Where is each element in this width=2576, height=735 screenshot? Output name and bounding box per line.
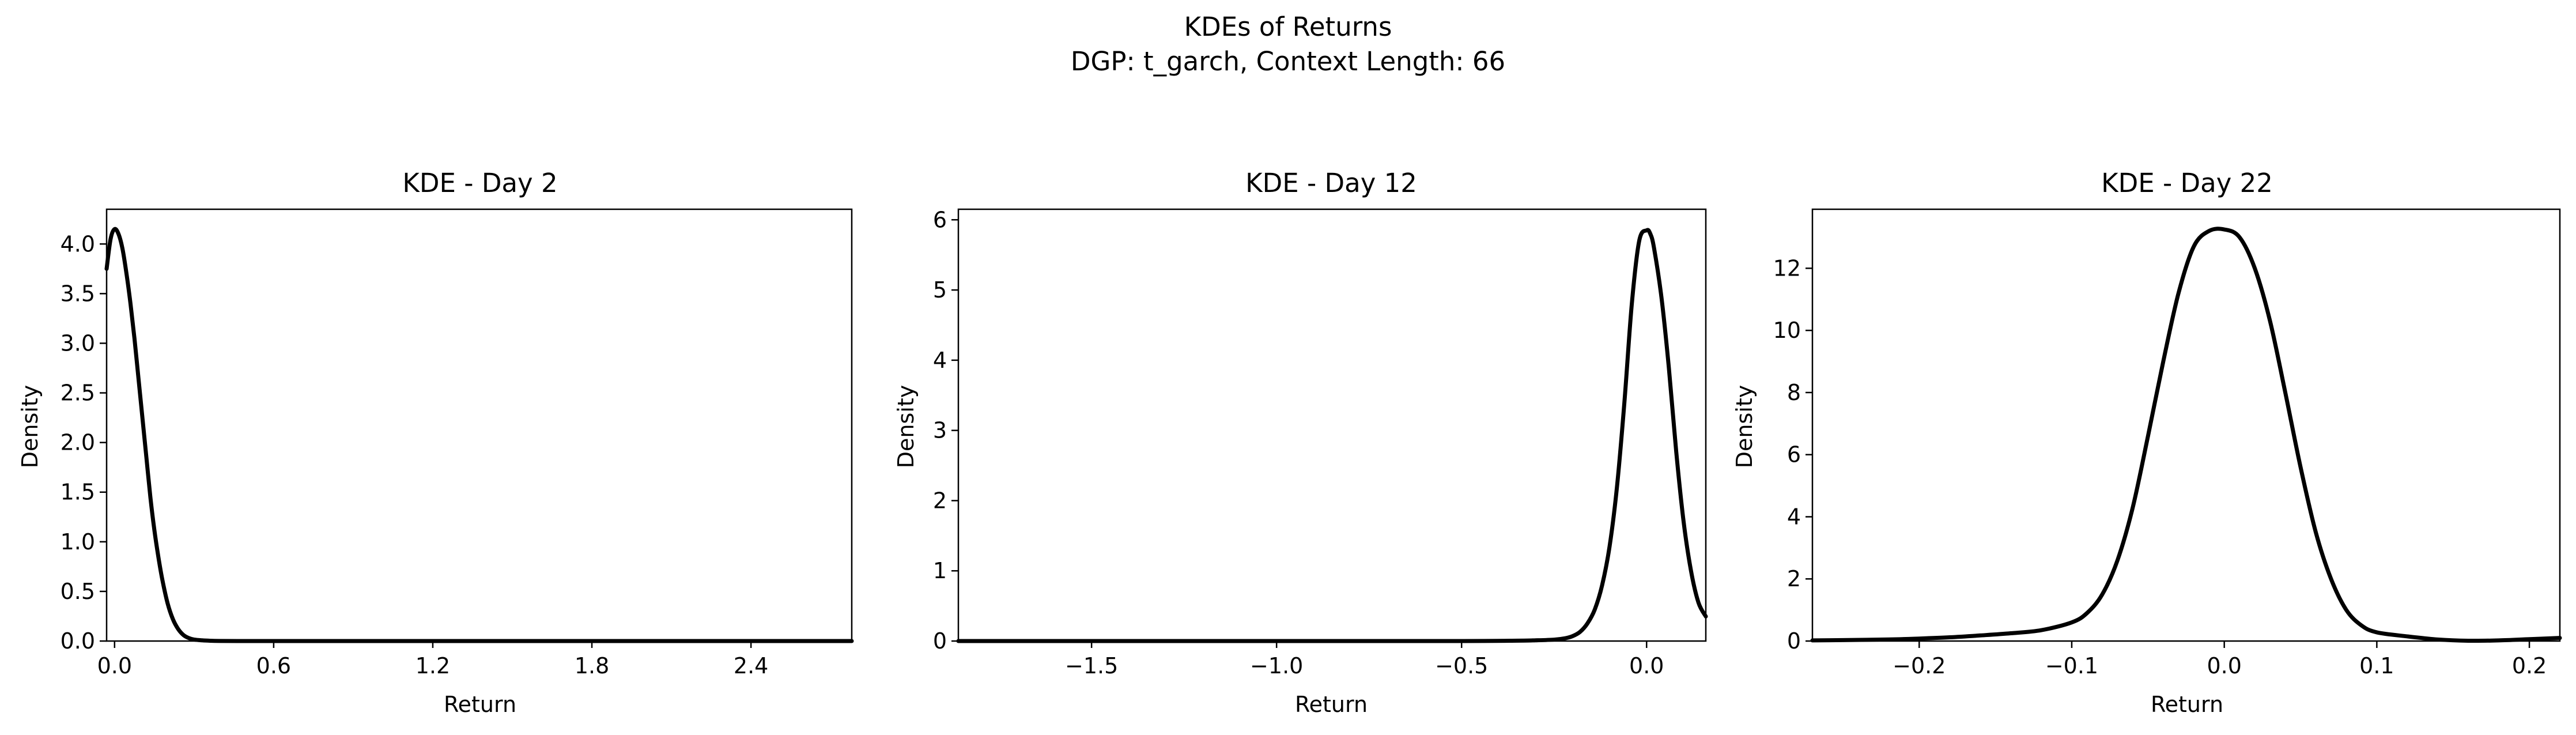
y-tick-label: 2.0 xyxy=(61,430,95,455)
y-tick-label: 4 xyxy=(1787,504,1801,529)
y-tick-label: 1 xyxy=(933,558,947,583)
y-axis-label: Density xyxy=(17,385,43,468)
x-tick-label: −1.5 xyxy=(1065,653,1118,679)
x-axis-label: Return xyxy=(2151,692,2223,717)
y-tick-label: 2.5 xyxy=(61,380,95,406)
y-tick-label: 0 xyxy=(933,628,947,654)
figure-title-line1: KDEs of Returns xyxy=(1184,12,1392,42)
y-tick-label: 0.5 xyxy=(61,579,95,604)
x-tick-label: 2.4 xyxy=(734,653,768,679)
x-tick-label: 0.2 xyxy=(2512,653,2547,679)
figure-title-line2: DGP: t_garch, Context Length: 66 xyxy=(1071,46,1505,77)
y-tick-label: 5 xyxy=(933,277,947,303)
x-tick-label: 1.2 xyxy=(416,653,450,679)
y-tick-label: 4.0 xyxy=(61,231,95,257)
y-tick-label: 8 xyxy=(1787,380,1801,405)
y-tick-label: 2 xyxy=(1787,566,1801,591)
y-axis-label: Density xyxy=(893,385,919,468)
panel-title: KDE - Day 2 xyxy=(402,168,557,198)
x-tick-label: 0.0 xyxy=(2207,653,2241,679)
y-tick-label: 10 xyxy=(1773,318,1801,343)
x-tick-label: −0.2 xyxy=(1893,653,1946,679)
axes-frame xyxy=(957,208,1707,642)
ticks-group: −1.5 −1.0 −0.5 0.0 0 1 2 3 4 5 6 xyxy=(933,207,1664,679)
panel-day-22: KDE - Day 22 Density Return −0.2 −0.1 0.0 0… xyxy=(1732,168,2562,717)
y-tick-label: 1.5 xyxy=(61,480,95,505)
y-tick-label: 3.0 xyxy=(61,330,95,356)
y-tick-label: 3.5 xyxy=(61,281,95,306)
x-tick-label: 0.1 xyxy=(2359,653,2394,679)
y-tick-label: 1.0 xyxy=(61,529,95,555)
y-tick-label: 12 xyxy=(1773,255,1801,281)
x-tick-label: −1.0 xyxy=(1250,653,1303,679)
kde-curve xyxy=(1810,227,2562,643)
panel-title: KDE - Day 22 xyxy=(2101,168,2273,198)
x-axis-label: Return xyxy=(444,692,516,717)
panel-day-2: KDE - Day 2 Density Return 0.0 0.6 1.2 1.8 2… xyxy=(17,168,854,717)
x-tick-label: 0.0 xyxy=(1629,653,1664,679)
panel-day-12: KDE - Day 12 Density Return −1.5 −1.0 −0.5… xyxy=(893,168,1708,717)
y-tick-label: 4 xyxy=(933,348,947,373)
y-tick-label: 0 xyxy=(1787,628,1801,654)
y-tick-label: 3 xyxy=(933,418,947,443)
y-tick-label: 2 xyxy=(933,488,947,513)
y-tick-label: 6 xyxy=(933,207,947,232)
y-tick-label: 6 xyxy=(1787,442,1801,468)
x-axis-label: Return xyxy=(1295,692,1368,717)
x-tick-label: 0.0 xyxy=(97,653,132,679)
x-tick-label: −0.1 xyxy=(2045,653,2098,679)
x-tick-label: 1.8 xyxy=(575,653,609,679)
x-tick-label: −0.5 xyxy=(1435,653,1488,679)
axes-frame xyxy=(1811,208,2561,642)
ticks-group: −0.2 −0.1 0.0 0.1 0.2 0 2 4 6 8 10 12 xyxy=(1773,255,2547,679)
kde-curve xyxy=(104,227,854,643)
panel-title: KDE - Day 12 xyxy=(1245,168,1417,198)
ticks-group: 0.0 0.6 1.2 1.8 2.4 0.0 0.5 1.0 1.5 2.0 2.5 3.0 3.5 4… xyxy=(61,231,769,679)
x-tick-label: 0.6 xyxy=(256,653,291,679)
kde-curve xyxy=(956,228,1708,643)
y-tick-label: 0.0 xyxy=(61,628,95,654)
axes-frame xyxy=(105,208,853,642)
y-axis-label: Density xyxy=(1732,385,1757,468)
